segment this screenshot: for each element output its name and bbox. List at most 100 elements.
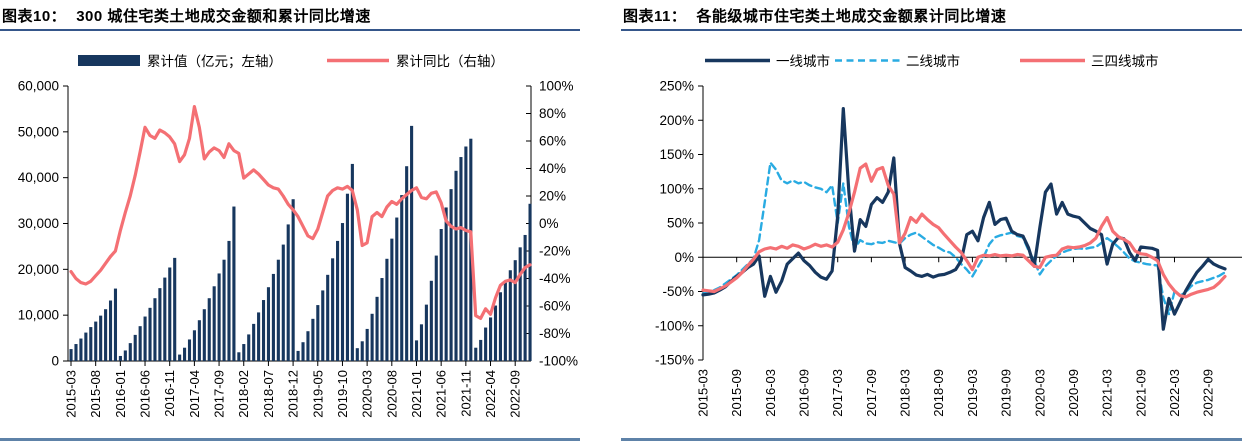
x-axis-tick-label: 2021-01 [409,370,424,418]
bar [183,347,187,361]
x-axis-tick-label: 2016-06 [138,370,153,418]
bar [247,334,251,361]
x-axis-tick-label: 2018-12 [286,370,301,418]
bar [429,280,433,361]
bar [173,257,177,362]
series-line-二线城市 [701,161,1227,316]
bar [217,273,221,361]
bar [99,315,103,362]
bar [439,229,443,361]
fig11-axes [698,85,1242,361]
x-axis-tick-label: 2019-10 [335,370,350,418]
bar [69,349,73,361]
bar [187,339,192,361]
series-line-一线城市 [701,106,1227,331]
y-axis-tick-label: 100% [659,181,694,196]
bar [489,317,493,361]
x-axis-tick-label: 2022-09 [508,370,523,418]
bar [449,189,453,362]
bar [79,338,83,361]
bar [163,277,167,361]
bar [123,350,127,361]
fig10-legend: 累计值（亿元；左轴） 累计同比（右轴） [78,54,504,70]
bar [271,273,275,361]
bar [345,193,349,361]
x-axis-tick-label: 2020-03 [1032,369,1047,417]
y2-axis-tick-label: 80% [539,106,566,121]
fig10-yoy-line [69,104,532,320]
bar [326,274,330,361]
bar [74,344,78,361]
y-axis-tick-label: 150% [659,147,694,162]
y-axis-tick-label: 0% [674,250,694,265]
x-axis-tick-label: 2020-03 [360,370,375,418]
figure-10: 图表10： 300 城住宅类土地成交金额和累计同比增速 累计值（亿元；左轴） 累计同… [0,0,580,441]
bar [424,304,428,362]
y2-axis-tick-label: 100% [539,79,574,94]
legend-label-cumulative-value: 累计值（亿元；左轴） [147,54,282,70]
bar [306,331,310,361]
bar [459,157,463,361]
bar [118,355,122,361]
y-axis-tick-label: 30,000 [18,216,59,231]
y-axis-tick-label: 200% [659,113,694,128]
bar [252,323,256,362]
y-axis-tick-label: 20,000 [18,262,59,277]
bar [370,313,374,361]
y-axis-tick-label: 50% [667,216,694,231]
bar [360,341,364,361]
bar [242,344,246,361]
x-axis-tick-label: 2015-03 [696,369,711,417]
y-axis-tick-label: 50,000 [18,124,59,139]
x-axis-tick-label: 2017-09 [212,370,227,418]
bar [158,288,162,362]
bar [410,125,414,362]
figure-11-caption-text: 各能级城市住宅类土地成交金额累计同比增速 [696,8,1007,25]
bar [434,255,438,361]
bar [508,270,512,361]
x-axis-tick-label: 2019-09 [999,369,1014,417]
x-axis-tick-label: 2018-03 [898,369,913,417]
bar [143,316,147,361]
legend-label-tier-1: 一线城市 [776,53,830,69]
x-axis-tick-label: 2020-09 [1066,369,1081,417]
bar [405,166,409,361]
fig11-x-axis-labels: 2015-03 2015-09 2016-03 2016-09 2017-03 2017-… [696,369,1216,417]
bar [128,343,132,362]
bar [266,287,271,361]
bar [202,309,206,361]
x-axis-tick-label: 2018-09 [931,369,946,417]
x-axis-tick-label: 2015-03 [64,370,79,418]
bar [464,146,468,361]
legend-label-cumulative-yoy: 累计同比（右轴） [396,54,504,69]
bar [222,259,226,361]
figure-11: 图表11： 各能级城市住宅类土地成交金额累计同比增速 一线城市 二线城市 三四线城市 2… [621,0,1242,441]
x-axis-tick-label: 2021-03 [1100,369,1115,417]
x-axis-tick-label: 2017-09 [864,369,879,417]
x-axis-tick-label: 2016-03 [763,369,778,417]
x-axis-tick-label: 2016-01 [113,370,128,418]
bar [311,318,315,361]
y-axis-tick-label: 250% [659,79,694,94]
bar [113,288,118,361]
bar [301,342,305,361]
bar [513,260,517,361]
x-axis-tick-label: 2019-03 [965,369,980,417]
bar [291,199,295,361]
legend-bar-swatch [78,55,140,66]
bar [237,352,241,361]
x-axis-tick-label: 2017-04 [187,370,202,418]
bar [133,334,137,362]
series-line-三四线城市 [701,162,1227,299]
x-axis-tick-label: 2015-09 [729,369,744,417]
x-axis-tick-label: 2022-04 [483,370,498,418]
bar [350,163,354,361]
bar [375,296,379,361]
fig11-y-axis-labels: 250% 200% 150% 100% 50% 0% -50% -100% -150% [655,79,694,368]
figure-11-bottom-rule [621,438,1242,441]
x-axis-tick-label: 2021-11 [458,370,473,417]
bar [197,320,201,361]
y2-axis-tick-label: 40% [539,161,566,176]
chart-city-tier-land-yoy: 一线城市 二线城市 三四线城市 250% 200% 150% 100% 50% 0% -50% -1… [655,53,1242,417]
bar [479,339,483,361]
